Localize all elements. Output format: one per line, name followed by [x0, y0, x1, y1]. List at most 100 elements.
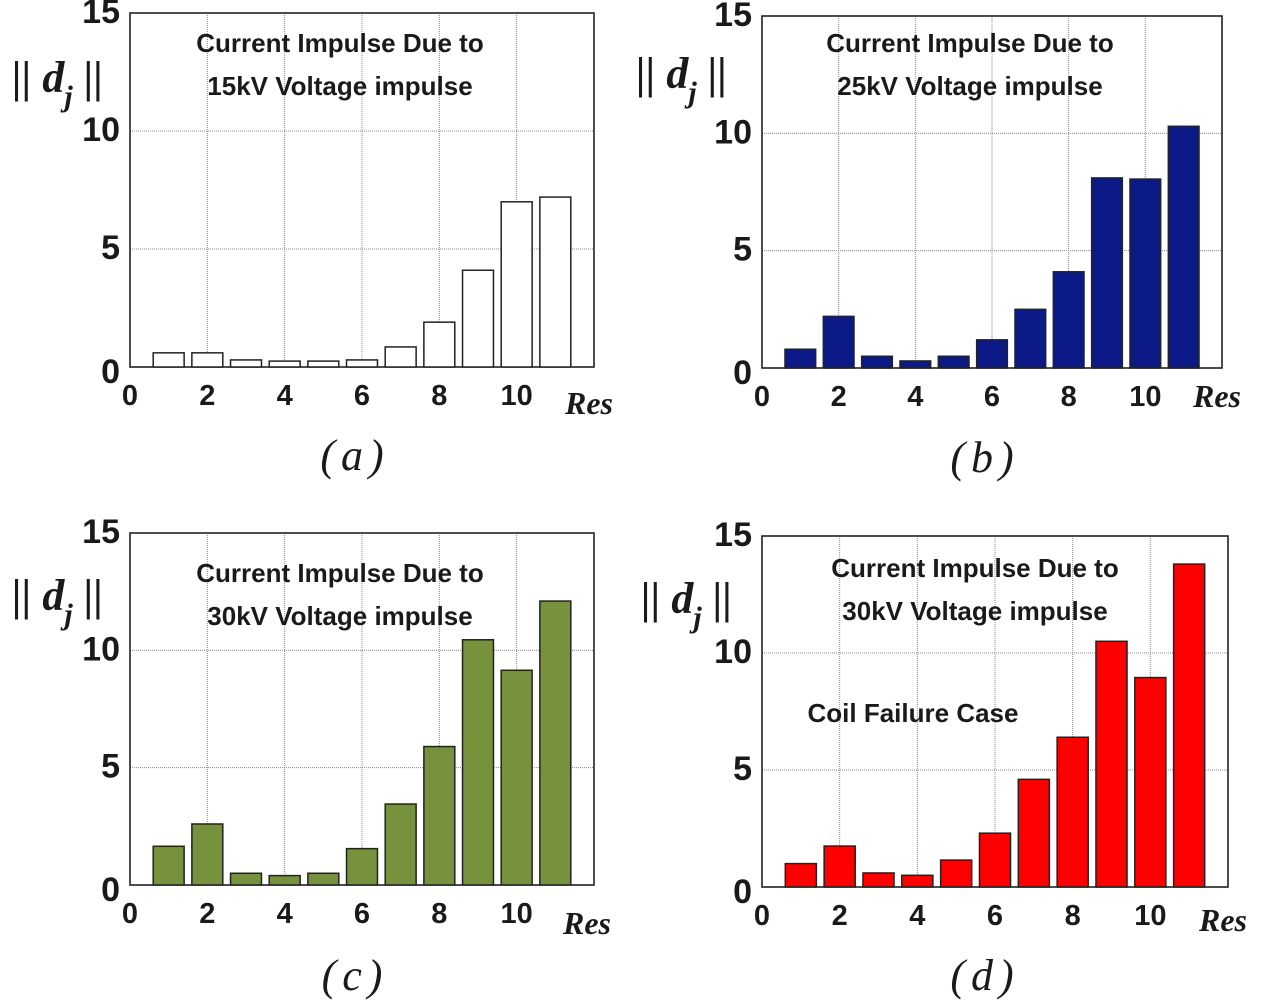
x-tick-label: 4 [277, 898, 293, 930]
bar [901, 874, 934, 888]
bar [937, 355, 970, 369]
chart-annotation: 30kV Voltage impulse [207, 601, 472, 631]
y-axis-label: || dj || [641, 574, 732, 634]
y-tick-label: 0 [101, 871, 120, 909]
x-tick-label: 2 [199, 380, 215, 412]
chart-panel-2: 0 2 4 6 8 10 0 5 10 15 Current Impulse Due to 25kV … [636, 0, 1241, 482]
bar [784, 348, 817, 369]
y-tick-label: 0 [101, 353, 120, 391]
bar [862, 872, 895, 888]
y-tick-label: 10 [714, 113, 752, 151]
x-tick-label: 0 [122, 380, 138, 412]
x-tick-label: 4 [907, 381, 923, 413]
bar [539, 196, 572, 368]
y-axis-label: || dj || [12, 571, 103, 631]
bar [939, 859, 973, 888]
y-tick-label: 5 [101, 748, 120, 786]
chart-annotation: Current Impulse Due to [196, 28, 483, 58]
y-tick-label: 10 [82, 630, 120, 668]
y-axis-label: || dj || [636, 49, 727, 109]
x-axis-label: Res [1192, 378, 1241, 414]
x-tick-label: 2 [199, 898, 215, 930]
bar [1014, 308, 1047, 369]
bar [461, 639, 495, 886]
chart-annotation: Coil Failure Case [808, 698, 1019, 728]
bar [152, 352, 185, 368]
panel-caption: (b) [950, 433, 1019, 482]
bar [152, 845, 185, 886]
x-axis-label: Res [562, 905, 611, 941]
bar [229, 359, 263, 368]
x-tick-label: 2 [832, 900, 848, 932]
bar [384, 803, 417, 886]
bar [784, 862, 818, 888]
x-tick-label: 10 [501, 380, 533, 412]
bar [268, 874, 301, 886]
bar [1017, 778, 1051, 888]
x-axis-label: Res [1198, 902, 1247, 938]
x-tick-label: 4 [909, 900, 925, 932]
y-tick-label: 15 [82, 0, 120, 31]
x-tick-label: 8 [431, 898, 447, 930]
bar [500, 201, 533, 368]
y-axis-label: || dj || [12, 53, 103, 113]
chart-panel-3: 0 2 4 6 8 10 0 5 10 15 Current Impulse Due to 30kV … [12, 513, 611, 1000]
chart-panel-1: 0 2 4 6 8 10 0 5 10 15 Current Impulse Due to 15kV … [12, 0, 613, 480]
x-tick-label: 6 [354, 380, 370, 412]
bar [268, 360, 301, 368]
x-tick-label: 6 [354, 898, 370, 930]
bar [345, 359, 379, 368]
x-tick-label: 10 [501, 898, 533, 930]
y-tick-label: 15 [82, 513, 120, 551]
bar [307, 872, 340, 886]
bar [1090, 177, 1124, 369]
y-tick-label: 10 [714, 633, 752, 671]
bar [1172, 563, 1206, 888]
panel-caption: (d) [950, 951, 1019, 1000]
chart-annotation: Current Impulse Due to [826, 28, 1113, 58]
y-tick-label: 0 [733, 354, 752, 392]
bar [384, 346, 417, 368]
x-tick-label: 10 [1129, 381, 1161, 413]
bar [978, 832, 1012, 888]
bar [307, 360, 340, 368]
x-tick-label: 10 [1134, 900, 1166, 932]
chart-annotation: 15kV Voltage impulse [207, 71, 472, 101]
x-tick-label: 8 [1061, 381, 1077, 413]
chart-panel-4: 0 2 4 6 8 10 0 5 10 15 Current Impulse Due to 30kV … [641, 516, 1247, 1000]
bar [500, 669, 533, 886]
bar [975, 339, 1009, 369]
x-tick-label: 8 [1065, 900, 1081, 932]
bar [822, 315, 855, 369]
x-tick-label: 0 [754, 900, 770, 932]
panel-caption: (a) [320, 431, 389, 480]
y-tick-label: 5 [101, 229, 120, 267]
x-tick-label: 0 [122, 898, 138, 930]
bar [860, 355, 894, 369]
y-tick-label: 5 [733, 231, 752, 269]
chart-annotation: 30kV Voltage impulse [842, 596, 1107, 626]
y-tick-label: 15 [714, 516, 752, 554]
y-tick-label: 10 [82, 111, 120, 149]
bar [823, 845, 856, 888]
bar [461, 269, 495, 368]
x-tick-label: 0 [754, 381, 770, 413]
bar [899, 360, 932, 369]
bar [1056, 736, 1089, 888]
bar [539, 600, 572, 886]
chart-annotation: Current Impulse Due to [831, 553, 1118, 583]
y-tick-label: 5 [733, 750, 752, 788]
bar [229, 872, 263, 886]
bar [191, 352, 224, 368]
y-tick-label: 15 [714, 0, 752, 34]
bar [1167, 125, 1200, 369]
bar [1052, 271, 1085, 369]
panel-caption: (c) [322, 951, 389, 1000]
x-tick-label: 6 [984, 381, 1000, 413]
x-tick-label: 8 [431, 380, 447, 412]
x-axis-label: Res [564, 385, 613, 421]
x-tick-label: 2 [831, 381, 847, 413]
bar [345, 847, 379, 886]
bar [1134, 676, 1167, 888]
